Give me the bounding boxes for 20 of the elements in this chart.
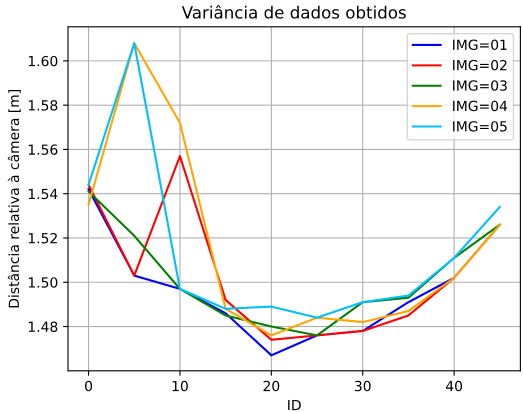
y-tick-label: 1.54 bbox=[28, 188, 58, 200]
y-tick-label: 1.60 bbox=[28, 56, 58, 66]
y-tick-label: 1.50 bbox=[28, 277, 58, 288]
legend-label: IMG=03 bbox=[453, 80, 507, 91]
x-tick-label: 20 bbox=[264, 380, 280, 392]
y-tick-label: 1.58 bbox=[28, 100, 58, 111]
chart-title: Variância de dados obtidos bbox=[182, 5, 406, 19]
x-tick-label: 40 bbox=[446, 380, 462, 392]
y-axis-title: Distância relativa à câmera [m] bbox=[8, 90, 21, 308]
y-tick-label: 1.52 bbox=[28, 232, 57, 244]
legend-label: IMG=01 bbox=[453, 40, 507, 50]
legend-label: IMG=02 bbox=[453, 60, 506, 70]
x-tick-label: 0 bbox=[85, 380, 92, 392]
x-tick-label: 30 bbox=[354, 380, 371, 392]
x-tick-label: 10 bbox=[172, 380, 188, 392]
x-axis-title: ID bbox=[288, 400, 301, 410]
legend-label: IMG=05 bbox=[453, 121, 507, 132]
legend-label: IMG=04 bbox=[453, 100, 508, 112]
y-tick-label: 1.56 bbox=[28, 144, 58, 155]
y-tick-label: 1.48 bbox=[28, 321, 58, 332]
